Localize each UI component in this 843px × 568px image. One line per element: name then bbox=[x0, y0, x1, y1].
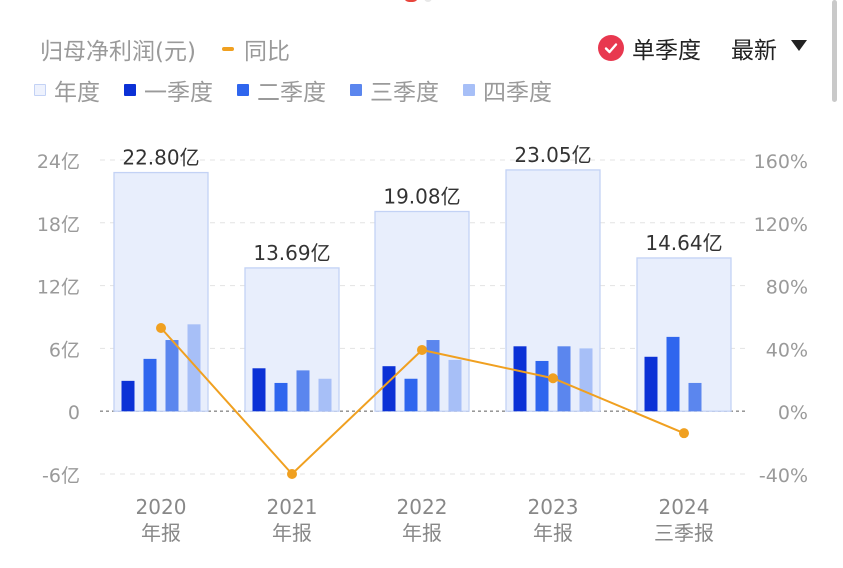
annual-value-label: 13.69亿 bbox=[253, 241, 330, 265]
legend-label: 年度 bbox=[54, 80, 100, 106]
yoy-point bbox=[156, 322, 166, 333]
yoy-legend-line-icon bbox=[221, 47, 234, 51]
x-tick-year: 2024 bbox=[659, 495, 710, 519]
y-left-tick-label: 24亿 bbox=[37, 151, 80, 173]
latest-dropdown-label[interactable]: 最新 bbox=[731, 38, 777, 64]
legend: 年度 一季度 二季度 三季度 四季度 bbox=[34, 73, 576, 107]
quarter-bar-q2 bbox=[535, 360, 549, 412]
quarter-bar-q4 bbox=[318, 378, 332, 412]
x-tick-year: 2023 bbox=[528, 495, 579, 519]
quarter-bar-q4 bbox=[579, 348, 593, 412]
x-tick-year: 2022 bbox=[397, 495, 448, 519]
quarter-bar-q1 bbox=[121, 380, 135, 412]
quarter-bar-q3 bbox=[688, 382, 702, 412]
y-right-tick-label: 120% bbox=[754, 214, 808, 236]
yoy-point bbox=[679, 428, 689, 439]
quarter-bar-q2 bbox=[274, 382, 288, 412]
header-controls: 单季度 最新 bbox=[598, 31, 807, 65]
y-left-tick-label: 12亿 bbox=[37, 277, 80, 299]
yoy-point bbox=[287, 469, 297, 479]
legend-swatch-q2 bbox=[237, 84, 249, 96]
check-icon[interactable] bbox=[598, 35, 624, 61]
chevron-down-icon[interactable] bbox=[791, 39, 807, 51]
legend-item-annual[interactable]: 年度 bbox=[34, 73, 100, 107]
quarter-bar-q3 bbox=[426, 340, 440, 412]
quarter-bar-q1 bbox=[382, 366, 396, 412]
annual-value-label: 23.05亿 bbox=[514, 143, 591, 167]
legend-label: 二季度 bbox=[257, 80, 326, 106]
legend-label: 三季度 bbox=[370, 80, 439, 106]
legend-item-q4[interactable]: 四季度 bbox=[463, 73, 552, 107]
y-right-tick-label: -40% bbox=[759, 465, 808, 487]
annual-value-label: 22.80亿 bbox=[122, 146, 199, 170]
x-tick-period: 年报 bbox=[402, 521, 442, 545]
x-tick-period: 年报 bbox=[141, 521, 181, 545]
quarter-bar-q3 bbox=[296, 370, 310, 412]
x-tick-period: 年报 bbox=[533, 521, 573, 545]
y-left-tick-label: 18亿 bbox=[37, 214, 80, 236]
legend-swatch-annual bbox=[34, 84, 46, 96]
legend-label: 四季度 bbox=[483, 80, 552, 106]
legend-swatch-q4 bbox=[463, 84, 475, 96]
legend-item-q1[interactable]: 一季度 bbox=[124, 73, 213, 107]
quarter-bar-q3 bbox=[165, 340, 179, 412]
y-right-tick-label: 80% bbox=[766, 277, 808, 299]
x-tick-period: 三季报 bbox=[654, 521, 714, 545]
yoy-point bbox=[548, 373, 558, 384]
y-left-tick-label: 0 bbox=[68, 402, 80, 424]
x-tick-period: 年报 bbox=[272, 521, 312, 545]
quarter-bar-q3 bbox=[557, 346, 571, 412]
y-left-tick-label: -6亿 bbox=[42, 465, 80, 487]
scrollbar[interactable] bbox=[832, 0, 837, 102]
yoy-point bbox=[417, 344, 427, 355]
x-tick-year: 2021 bbox=[267, 495, 318, 519]
y-left-tick-label: 6亿 bbox=[49, 339, 80, 361]
legend-item-q2[interactable]: 二季度 bbox=[237, 73, 326, 107]
legend-swatch-q3 bbox=[350, 84, 362, 96]
y-right-tick-label: 0% bbox=[778, 402, 808, 424]
quarter-bar-q1 bbox=[252, 368, 266, 412]
top-indicator-dot-secondary bbox=[424, 0, 432, 2]
metric-label: 归母净利润(元) bbox=[40, 39, 196, 65]
quarter-bar-q2 bbox=[666, 336, 680, 412]
yoy-legend-label: 同比 bbox=[243, 39, 290, 65]
quarter-bar-q2 bbox=[143, 358, 157, 412]
chart-header: 归母净利润(元) 同比 bbox=[40, 32, 290, 66]
quarter-bar-q1 bbox=[644, 356, 658, 412]
quarter-bar-q4 bbox=[187, 324, 201, 412]
y-right-tick-label: 160% bbox=[754, 151, 808, 173]
annual-value-label: 19.08亿 bbox=[383, 184, 460, 208]
quarter-bar-q4 bbox=[448, 359, 462, 412]
legend-item-q3[interactable]: 三季度 bbox=[350, 73, 439, 107]
quarter-bar-q1 bbox=[513, 346, 527, 412]
quarter-bar-q2 bbox=[404, 378, 418, 412]
legend-label: 一季度 bbox=[144, 80, 213, 106]
single-quarter-toggle[interactable]: 单季度 bbox=[632, 38, 701, 64]
x-tick-year: 2020 bbox=[136, 495, 187, 519]
top-indicator-dot bbox=[404, 0, 418, 2]
y-right-tick-label: 40% bbox=[766, 339, 808, 361]
annual-value-label: 14.64亿 bbox=[645, 231, 722, 255]
legend-swatch-q1 bbox=[124, 84, 136, 96]
